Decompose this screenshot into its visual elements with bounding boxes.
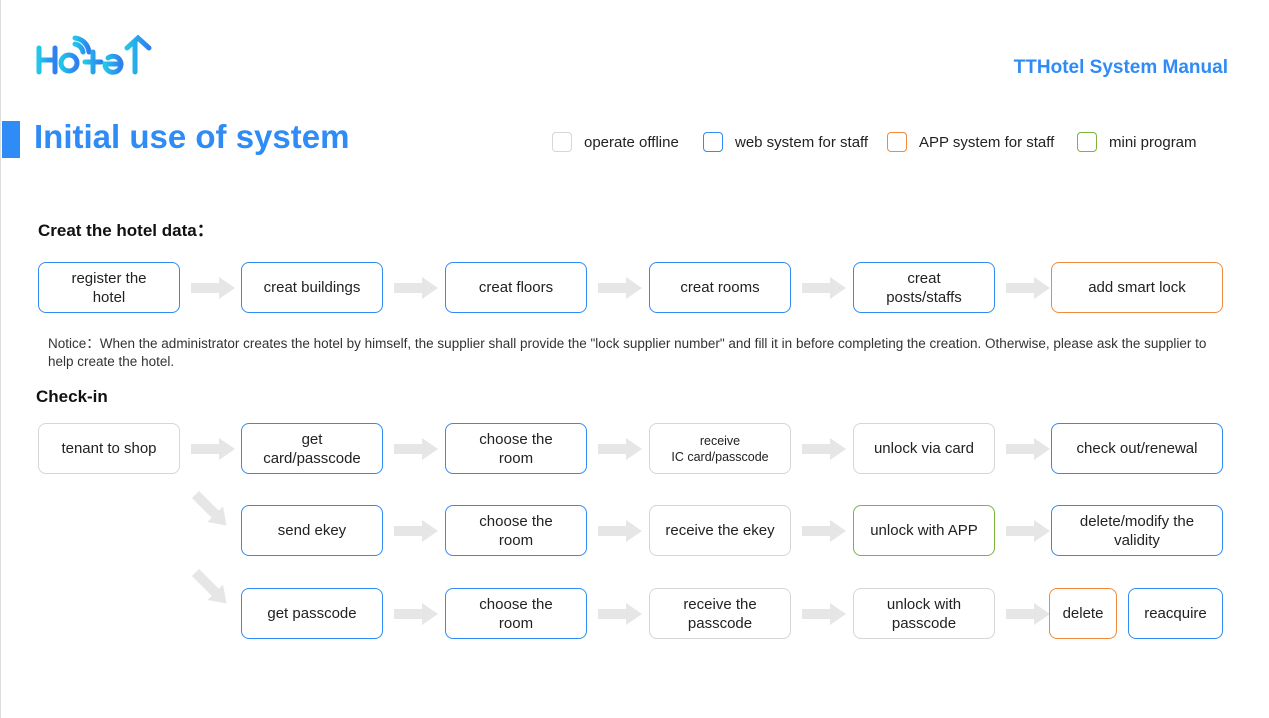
- legend-item-offline: operate offline: [552, 132, 679, 152]
- legend-swatch: [552, 132, 572, 152]
- arrow-icon: [394, 603, 438, 625]
- flow-step-choose-the-room: choose the room: [445, 588, 587, 639]
- section-title-hotel-data: Creat the hotel data：: [38, 221, 214, 240]
- arrow-icon: [802, 520, 846, 542]
- flow-step-receive-ic-card-passcode: receive IC card/passcode: [649, 423, 791, 474]
- legend-swatch: [887, 132, 907, 152]
- legend-item-app: APP system for staff: [887, 132, 1054, 152]
- arrow-icon: [598, 438, 642, 460]
- flow-step-creat-posts-staffs: creat posts/staffs: [853, 262, 995, 313]
- arrow-icon: [802, 603, 846, 625]
- legend-item-mini: mini program: [1077, 132, 1197, 152]
- legend-label: mini program: [1109, 133, 1197, 151]
- flow-step-check-out-renewal: check out/renewal: [1051, 423, 1223, 474]
- flow-step-receive-the-passcode: receive the passcode: [649, 588, 791, 639]
- manual-title: TTHotel System Manual: [1013, 57, 1228, 78]
- flow-step-delete: delete: [1049, 588, 1117, 639]
- arrow-icon: [802, 438, 846, 460]
- flow-step-register-the-hotel: register the hotel: [38, 262, 180, 313]
- flow-step-get-card-passcode: get card/passcode: [241, 423, 383, 474]
- arrow-icon: [191, 438, 235, 460]
- flow-step-unlock-with-passcode: unlock with passcode: [853, 588, 995, 639]
- legend-swatch: [1077, 132, 1097, 152]
- flow-step-receive-the-ekey: receive the ekey: [649, 505, 791, 556]
- flow-step-unlock-via-card: unlock via card: [853, 423, 995, 474]
- flow-step-delete-modify-the-validity: delete/modify the validity: [1051, 505, 1223, 556]
- arrow-icon: [598, 277, 642, 299]
- flow-step-reacquire: reacquire: [1128, 588, 1223, 639]
- legend-item-web: web system for staff: [703, 132, 868, 152]
- arrow-icon: [1006, 277, 1050, 299]
- arrow-icon: [191, 277, 235, 299]
- flow-step-add-smart-lock: add smart lock: [1051, 262, 1223, 313]
- flow-step-tenant-to-shop: tenant to shop: [38, 423, 180, 474]
- arrow-icon: [802, 277, 846, 299]
- arrow-icon: [191, 490, 227, 526]
- arrow-icon: [394, 520, 438, 542]
- arrow-icon: [598, 603, 642, 625]
- arrow-icon: [191, 568, 227, 604]
- flow-step-get-passcode: get passcode: [241, 588, 383, 639]
- flow-step-creat-floors: creat floors: [445, 262, 587, 313]
- flow-step-creat-rooms: creat rooms: [649, 262, 791, 313]
- arrow-icon: [394, 277, 438, 299]
- arrow-icon: [598, 520, 642, 542]
- flow-step-choose-the-room: choose the room: [445, 423, 587, 474]
- legend-label: APP system for staff: [919, 133, 1055, 151]
- flow-step-send-ekey: send ekey: [241, 505, 383, 556]
- flow-step-creat-buildings: creat buildings: [241, 262, 383, 313]
- legend-swatch: [703, 132, 723, 152]
- legend-label: operate offline: [584, 133, 679, 151]
- notice-text: Notice：When the administrator creates th…: [48, 336, 1207, 369]
- hotel-logo: [35, 34, 155, 81]
- arrow-icon: [1006, 520, 1050, 542]
- arrow-icon: [1006, 438, 1050, 460]
- page-title: Initial use of system: [34, 118, 350, 155]
- section-title-check-in: Check-in: [36, 387, 108, 406]
- flow-step-choose-the-room: choose the room: [445, 505, 587, 556]
- flow-step-unlock-with-app: unlock with APP: [853, 505, 995, 556]
- arrow-icon: [394, 438, 438, 460]
- arrow-icon: [1006, 603, 1050, 625]
- title-accent-bar: [2, 121, 20, 158]
- legend-label: web system for staff: [735, 133, 869, 151]
